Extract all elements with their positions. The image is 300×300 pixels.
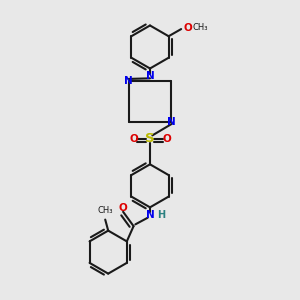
Text: N: N bbox=[124, 76, 133, 86]
Text: O: O bbox=[118, 202, 127, 213]
Text: N: N bbox=[146, 210, 154, 220]
Text: CH₃: CH₃ bbox=[98, 206, 113, 215]
Text: CH₃: CH₃ bbox=[193, 23, 208, 32]
Text: H: H bbox=[157, 209, 165, 220]
Text: O: O bbox=[162, 134, 171, 144]
Text: O: O bbox=[129, 134, 138, 144]
Text: O: O bbox=[184, 23, 192, 33]
Text: N: N bbox=[167, 117, 176, 127]
Text: S: S bbox=[145, 133, 155, 146]
Text: N: N bbox=[146, 71, 154, 81]
